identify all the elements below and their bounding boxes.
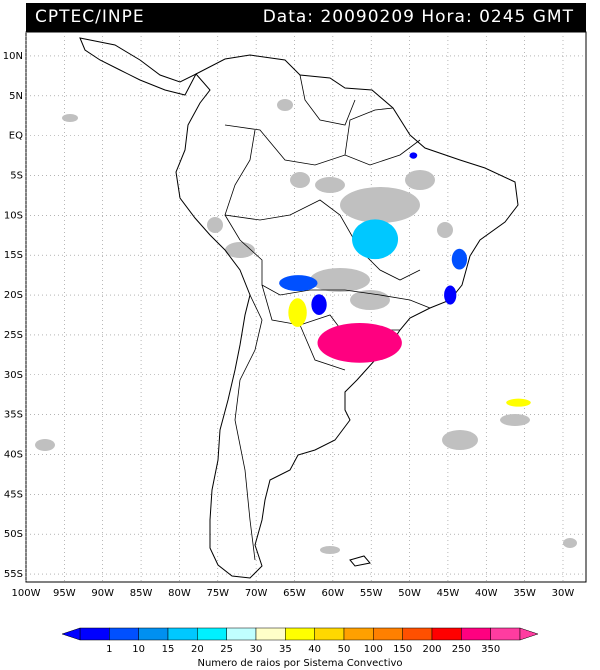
cloud-patches: [35, 99, 577, 554]
lat-tick-label: 55S: [4, 569, 23, 580]
legend-swatch: [226, 627, 257, 641]
lat-tick-label: 25S: [4, 330, 23, 341]
lightning-cell: [352, 219, 399, 260]
legend-swatch: [490, 627, 521, 641]
legend-label: 10: [132, 644, 145, 655]
lightning-cell: [506, 398, 531, 407]
legend-swatch: [461, 627, 491, 641]
lon-tick-label: 65W: [283, 588, 306, 599]
legend-arrow-right: [519, 627, 539, 641]
lon-tick-label: 100W: [12, 588, 41, 599]
date-time-stamp: Data: 20090209 Hora: 0245 GMT: [262, 7, 574, 27]
legend-swatch: [79, 627, 110, 641]
lightning-cells: [279, 152, 531, 407]
lat-tick-label: EQ: [9, 131, 23, 142]
legend-label: 150: [393, 644, 412, 655]
legend-label: 200: [422, 644, 441, 655]
lightning-cell: [311, 294, 327, 315]
lon-tick-label: 80W: [168, 588, 191, 599]
lat-tick-label: 20S: [4, 290, 23, 301]
lat-tick-label: 40S: [4, 449, 23, 460]
legend-swatch: [167, 627, 198, 641]
lat-tick-label: 50S: [4, 529, 23, 540]
lon-tick-label: 90W: [91, 588, 114, 599]
legend-swatch: [431, 627, 462, 641]
lon-tick-label: 60W: [322, 588, 345, 599]
legend-swatch: [255, 627, 286, 641]
falkland-islands: [349, 555, 371, 567]
lightning-cell: [279, 275, 318, 292]
legend-label: 50: [338, 644, 351, 655]
south-america-outline: [175, 54, 519, 579]
lat-tick-label: 45S: [4, 489, 23, 500]
lat-tick-label: 30S: [4, 370, 23, 381]
organization-label: CPTEC/INPE: [35, 7, 145, 27]
legend-swatch: [343, 627, 374, 641]
lon-tick-label: 35W: [513, 588, 536, 599]
lon-tick-label: 50W: [398, 588, 421, 599]
lon-tick-label: 55W: [360, 588, 383, 599]
legend-swatch: [402, 627, 433, 641]
lat-tick-label: 10S: [4, 210, 23, 221]
lightning-map: 10N5NEQ5S10S15S20S25S30S35S40S45S50S55S …: [3, 31, 587, 599]
lat-tick-label: 35S: [4, 410, 23, 421]
lon-tick-label: 85W: [130, 588, 153, 599]
legend-label: 20: [191, 644, 204, 655]
lightning-cell: [288, 298, 307, 327]
lon-tick-label: 30W: [552, 588, 575, 599]
country-borders: [224, 74, 431, 561]
coastlines: [79, 37, 519, 579]
map-header: CPTEC/INPE Data: 20090209 Hora: 0245 GMT: [26, 3, 586, 32]
legend-label: 40: [308, 644, 321, 655]
lightning-cell: [444, 285, 457, 305]
legend-swatch: [138, 627, 169, 641]
lat-tick-label: 15S: [4, 250, 23, 261]
legend-label: 350: [481, 644, 500, 655]
lon-tick-label: 75W: [206, 588, 229, 599]
legend-label: 15: [162, 644, 175, 655]
legend-label: 30: [250, 644, 263, 655]
lon-tick-label: 70W: [245, 588, 268, 599]
lightning-cell: [451, 248, 468, 270]
legend-swatch: [197, 627, 227, 641]
lon-tick-label: 45W: [437, 588, 460, 599]
lat-tick-label: 5N: [9, 91, 23, 102]
color-legend: 1 10 15 20 25 30 35 40 50 100 150 200 250 350 Numero …: [61, 627, 539, 669]
legend-arrow-left: [61, 627, 81, 641]
legend-label: 250: [452, 644, 471, 655]
lightning-cell: [409, 152, 418, 159]
legend-swatch: [109, 627, 139, 641]
legend-swatch: [314, 627, 345, 641]
legend-label: 1: [106, 644, 112, 655]
central-america-outline: [79, 37, 198, 96]
legend-label: 35: [279, 644, 292, 655]
lon-tick-label: 40W: [475, 588, 498, 599]
legend-swatch: [373, 627, 403, 641]
legend-label: 100: [364, 644, 383, 655]
legend-caption: Numero de raios por Sistema Convectivo: [197, 658, 402, 669]
lon-tick-label: 95W: [53, 588, 76, 599]
lightning-cell: [317, 322, 402, 363]
legend-label: 25: [220, 644, 233, 655]
legend-swatch: [285, 627, 315, 641]
lat-tick-label: 5S: [10, 170, 23, 181]
lat-tick-label: 10N: [3, 51, 23, 62]
